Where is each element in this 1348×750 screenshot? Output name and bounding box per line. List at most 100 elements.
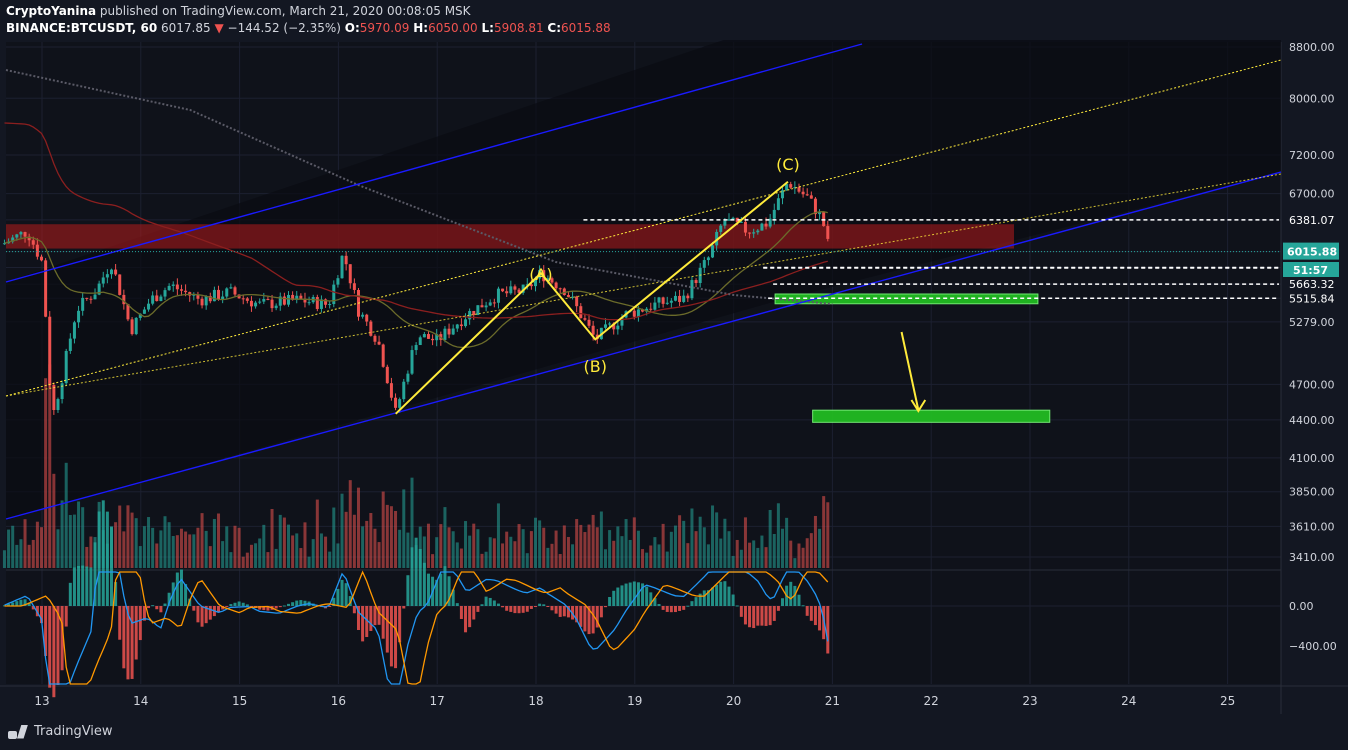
candle-body — [225, 288, 229, 297]
candle-body — [319, 299, 323, 309]
macd-histogram-bar — [480, 604, 484, 606]
macd-histogram-bar — [484, 596, 488, 606]
time-tick: 23 — [1022, 694, 1037, 708]
price-tick: 6381.07 — [1289, 214, 1335, 227]
candle-body — [665, 302, 669, 304]
volume-bar — [772, 533, 776, 568]
macd-histogram-bar — [23, 599, 27, 606]
volume-bar — [550, 543, 554, 568]
candle-body — [496, 288, 500, 303]
volume-bar — [81, 507, 85, 568]
low-label: L: — [481, 21, 494, 35]
macd-histogram-bar — [287, 603, 291, 606]
volume-bar — [44, 378, 48, 568]
price-chart[interactable]: 8800.00 8000.00 7200.00 6700.00 6381.07 6015.… — [0, 0, 1348, 714]
candle-body — [2, 243, 6, 245]
candle-body — [669, 300, 673, 303]
volume-bar — [793, 558, 797, 568]
macd-histogram-bar — [521, 606, 525, 613]
candle-body — [35, 244, 39, 257]
candle-body — [122, 294, 126, 305]
volume-bar — [348, 480, 352, 568]
price-tick: 6015.88 — [1287, 246, 1337, 259]
symbol-label[interactable]: BINANCE:BTCUSDT, 60 — [6, 21, 158, 35]
macd-histogram-bar — [686, 605, 690, 607]
macd-histogram-bar — [509, 606, 513, 612]
time-tick: 18 — [528, 694, 543, 708]
volume-bar — [698, 516, 702, 568]
candle-body — [752, 232, 756, 234]
candle-body — [743, 221, 747, 233]
macd-histogram-bar — [151, 605, 155, 607]
macd-histogram-bar — [134, 606, 138, 660]
volume-bar — [731, 555, 735, 568]
macd-histogram-bar — [426, 573, 430, 606]
volume-bar — [319, 533, 323, 568]
volume-bar — [801, 547, 805, 568]
candle-body — [64, 350, 68, 384]
macd-histogram-bar — [801, 605, 805, 607]
macd-histogram-bar — [443, 566, 447, 606]
macd-histogram-bar — [760, 606, 764, 626]
volume-bar — [468, 535, 472, 568]
macd-histogram-bar — [398, 606, 402, 643]
macd-histogram-bar — [678, 606, 682, 611]
candle-body — [324, 299, 328, 305]
volume-bar — [575, 519, 579, 568]
candle-body — [476, 305, 480, 315]
macd-histogram-bar — [245, 604, 249, 606]
macd-signal-line — [4, 570, 829, 685]
macd-histogram-bar — [501, 606, 505, 608]
volume-bar — [764, 547, 768, 568]
volume-bar — [776, 503, 780, 568]
volume-bar — [813, 515, 817, 568]
volume-bar — [394, 510, 398, 568]
candle-body — [591, 325, 595, 335]
candle-body — [702, 260, 706, 268]
candle-body — [414, 345, 418, 351]
open-value: 5970.09 — [359, 21, 410, 35]
macd-histogram-bar — [97, 511, 101, 606]
macd-histogram-bar — [52, 606, 56, 698]
macd-histogram-bar — [114, 582, 118, 606]
candle-body — [735, 217, 739, 223]
volume-bar — [303, 522, 307, 568]
macd-histogram-bar — [44, 606, 48, 656]
tradingview-logo[interactable]: TradingView — [8, 724, 113, 739]
macd-histogram-bar — [538, 603, 542, 606]
macd-histogram-bar — [340, 579, 344, 606]
volume-bar — [225, 526, 229, 568]
volume-bar — [756, 547, 760, 568]
candle-body — [159, 296, 163, 302]
macd-histogram-bar — [641, 583, 645, 606]
time-tick: 21 — [825, 694, 840, 708]
volume-bar — [603, 549, 607, 568]
macd-histogram-bar — [583, 606, 587, 632]
candle-body — [723, 220, 727, 226]
candle-body — [398, 399, 402, 408]
macd-histogram-bar — [295, 600, 299, 606]
macd-histogram-bar — [476, 606, 480, 612]
ma200-dotted-line — [5, 69, 833, 305]
candle-body — [488, 302, 492, 306]
time-tick: 20 — [726, 694, 741, 708]
macd-histogram-bar — [492, 600, 496, 606]
volume-bar — [809, 533, 813, 568]
candle-body — [15, 234, 19, 238]
volume-bar — [492, 538, 496, 568]
macd-histogram-bar — [249, 606, 253, 607]
volume-bar — [661, 523, 665, 568]
price-tick: 4700.00 — [1289, 378, 1335, 391]
candle-body — [184, 290, 188, 293]
candle-body — [217, 289, 221, 300]
macd-histogram-bar — [715, 584, 719, 606]
candle-body — [608, 323, 612, 325]
macd-histogram-bar — [513, 606, 517, 614]
candle-body — [501, 288, 505, 292]
volume-bar — [706, 544, 710, 568]
price-tick: 4100.00 — [1289, 452, 1335, 465]
volume-bar — [406, 532, 410, 568]
author-name[interactable]: CryptoYanina — [6, 4, 97, 18]
candle-body — [468, 311, 472, 320]
macd-histogram-bar — [233, 602, 237, 606]
